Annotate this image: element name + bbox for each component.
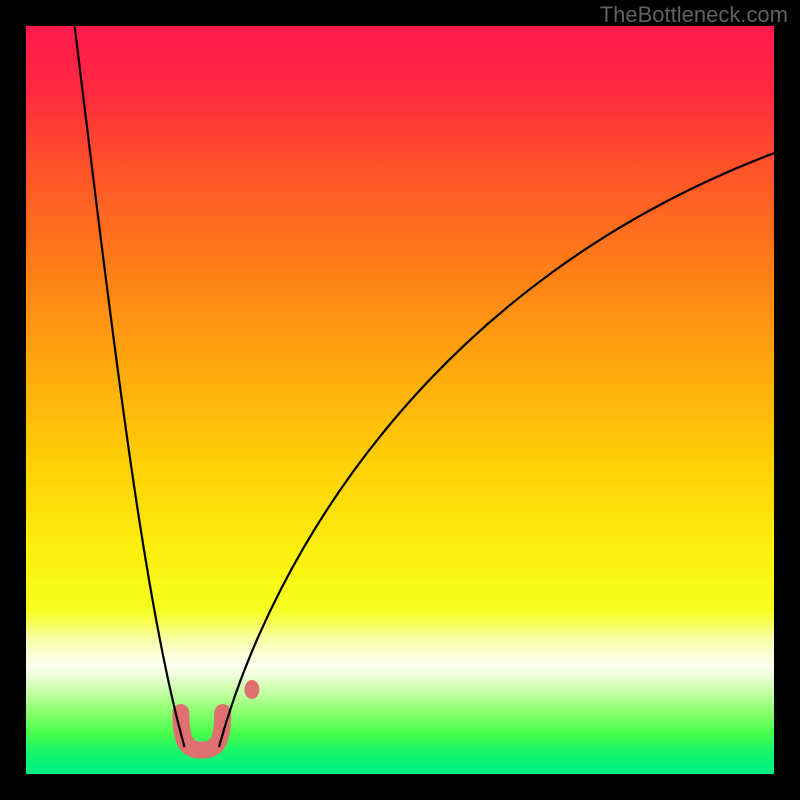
plot-area — [26, 26, 774, 774]
chart-frame: TheBottleneck.com — [0, 0, 800, 800]
right-curve — [219, 153, 774, 747]
bottleneck-marker-primary — [181, 713, 223, 750]
left-curve — [75, 26, 185, 747]
curve-layer — [26, 26, 774, 774]
bottleneck-marker-secondary — [244, 680, 259, 699]
watermark-text: TheBottleneck.com — [600, 2, 788, 28]
